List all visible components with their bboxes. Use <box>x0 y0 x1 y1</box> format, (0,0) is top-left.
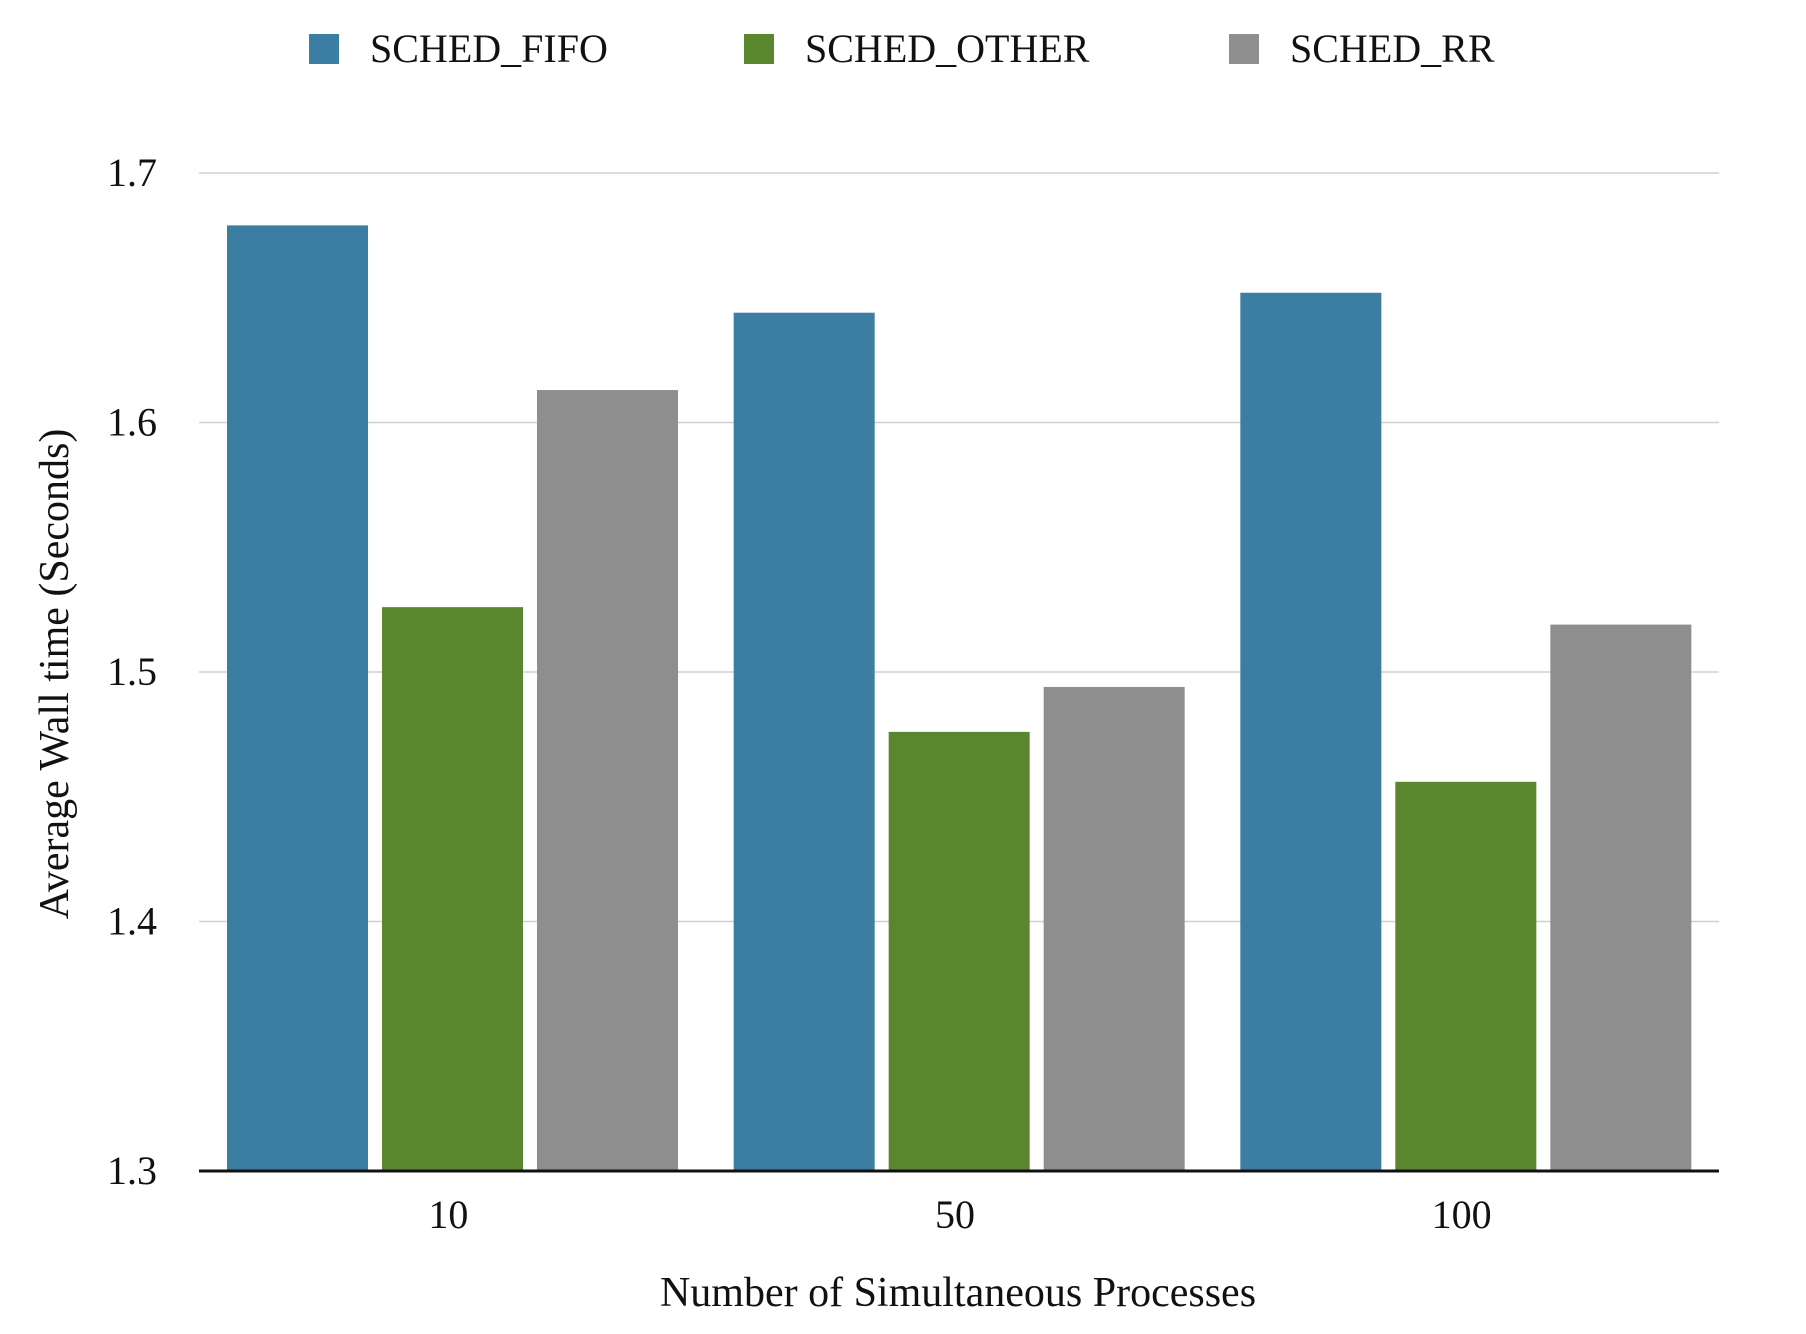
x-axis-ticks: 10 50 100 <box>428 1192 1491 1237</box>
bar-sched-rr-50 <box>1043 686 1185 1171</box>
y-tick-label: 1.4 <box>107 899 157 944</box>
legend-label: SCHED_OTHER <box>805 26 1090 71</box>
y-tick-label: 1.5 <box>107 649 157 694</box>
y-axis-ticks: 1.3 1.4 1.5 1.6 1.7 <box>107 150 157 1193</box>
bar-sched-fifo-50 <box>733 312 875 1172</box>
y-tick-label: 1.3 <box>107 1148 157 1193</box>
legend-swatch <box>1229 34 1259 64</box>
bar-sched-rr-10 <box>537 390 678 1171</box>
legend-swatch <box>309 34 339 64</box>
y-tick-label: 1.6 <box>107 400 157 445</box>
x-tick-label: 50 <box>935 1192 975 1237</box>
bars <box>227 225 1692 1172</box>
x-tick-label: 100 <box>1432 1192 1492 1237</box>
y-tick-label: 1.7 <box>107 150 157 195</box>
bar-sched-rr-100 <box>1550 624 1692 1171</box>
legend: SCHED_FIFO SCHED_OTHER SCHED_RR <box>309 26 1495 71</box>
bar-sched-other-50 <box>888 731 1030 1171</box>
y-axis-title: Average Wall time (Seconds) <box>32 429 78 920</box>
bar-sched-other-10 <box>382 607 523 1171</box>
bar-sched-other-100 <box>1395 781 1537 1171</box>
x-axis-title: Number of Simultaneous Processes <box>660 1270 1256 1316</box>
legend-label: SCHED_RR <box>1290 26 1495 71</box>
bar-sched-fifo-10 <box>227 225 368 1171</box>
legend-label: SCHED_FIFO <box>370 26 608 71</box>
legend-swatch <box>744 34 774 64</box>
bar-sched-fifo-100 <box>1240 292 1382 1171</box>
x-tick-label: 10 <box>428 1192 468 1237</box>
